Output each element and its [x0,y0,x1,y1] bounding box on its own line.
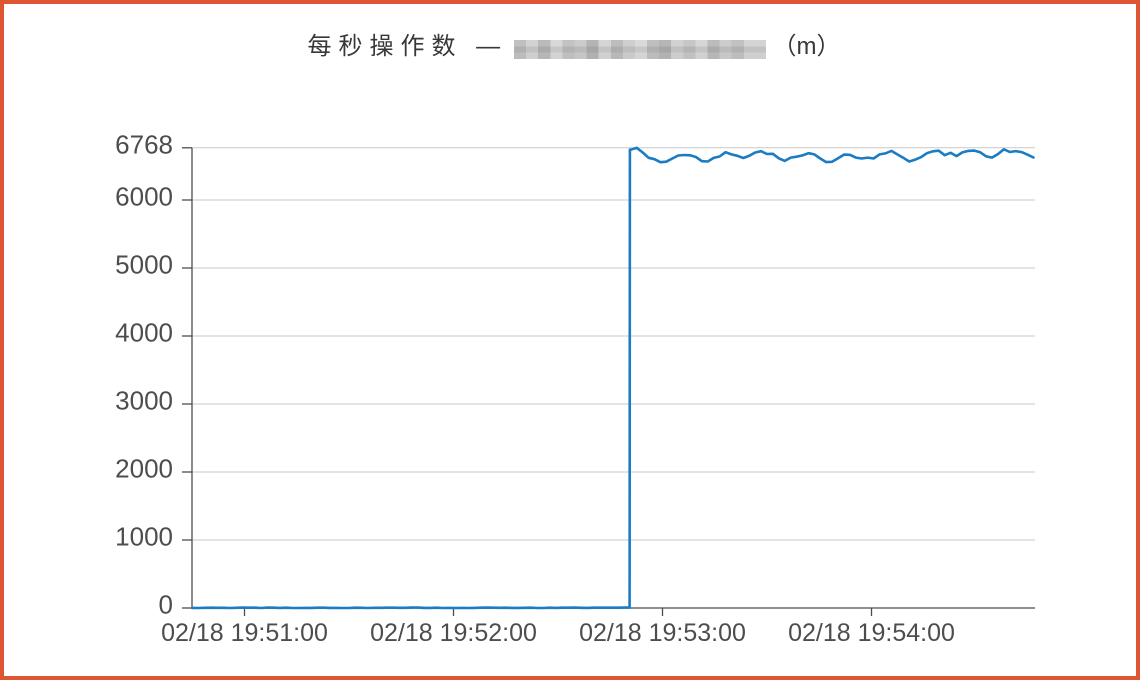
svg-text:02/18 19:52:00: 02/18 19:52:00 [370,619,537,647]
svg-text:6000: 6000 [115,182,173,212]
svg-text:2000: 2000 [115,454,173,484]
svg-text:02/18 19:54:00: 02/18 19:54:00 [788,619,955,647]
svg-text:6768: 6768 [115,130,173,160]
svg-text:02/18 19:53:00: 02/18 19:53:00 [579,619,746,647]
svg-text:02/18 19:51:00: 02/18 19:51:00 [161,619,328,647]
svg-text:0: 0 [159,590,173,620]
svg-text:3000: 3000 [115,386,173,416]
svg-text:5000: 5000 [115,250,173,280]
svg-text:4000: 4000 [115,318,173,348]
svg-text:1000: 1000 [115,522,173,552]
